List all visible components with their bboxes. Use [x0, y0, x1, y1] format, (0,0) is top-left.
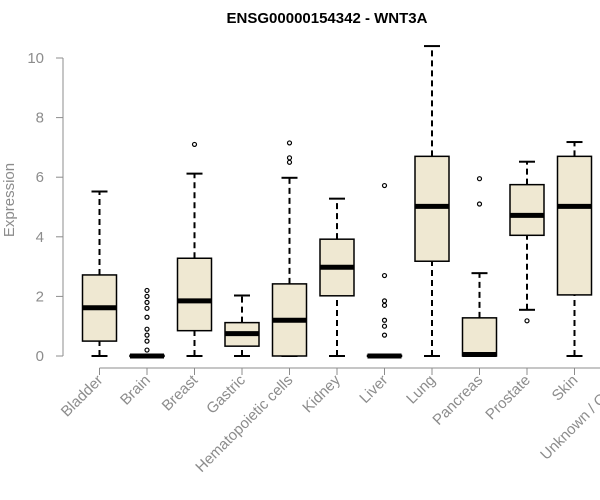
box-iqr: [509, 183, 545, 237]
x-tick-label: Skin: [549, 372, 582, 405]
outlier-point: [381, 298, 388, 304]
outlier-point: [381, 332, 388, 338]
box-iqr: [556, 155, 593, 296]
outlier-point: [144, 314, 150, 320]
outlier-point: [381, 302, 388, 308]
outlier-point: [144, 347, 150, 353]
box-breast: [176, 141, 213, 357]
box-brain: [129, 287, 165, 359]
y-axis-title: Expression: [1, 163, 18, 237]
box-kidney: [319, 197, 355, 357]
y-axis: 0 2 4 6 8 10: [27, 50, 64, 365]
outlier-point: [286, 155, 293, 161]
box-pancreas: [461, 176, 498, 358]
box-skin: [556, 141, 593, 357]
box-liver: [366, 182, 403, 359]
outlier-point: [286, 159, 293, 165]
box-prostate: [509, 160, 545, 324]
outlier-point: [381, 272, 388, 279]
box-bladder: [81, 190, 118, 357]
box-iqr: [461, 317, 498, 357]
outlier-point: [476, 201, 483, 207]
x-tick-label: Prostate: [482, 372, 534, 424]
x-tick-label: Kidney: [299, 371, 344, 416]
x-tick-label: Pancreas: [429, 372, 486, 429]
box-lung: [414, 45, 450, 357]
outlier-point: [144, 338, 150, 344]
x-tick-label: Lung: [403, 372, 439, 408]
outlier-point: [381, 182, 388, 189]
outlier-point: [381, 323, 388, 329]
outlier-point: [144, 287, 150, 294]
y-tick-label: 8: [36, 110, 44, 127]
plot-area: [81, 45, 593, 359]
outlier-point: [144, 293, 150, 299]
box-iqr: [176, 257, 213, 332]
y-tick-label: 6: [36, 169, 44, 186]
x-tick-label: Breast: [159, 371, 202, 414]
outlier-point: [524, 318, 530, 324]
outlier-point: [144, 326, 150, 332]
y-tick-label: 4: [36, 229, 44, 246]
y-tick-label: 10: [27, 50, 44, 67]
box-gastric: [224, 294, 260, 357]
box-hematopoietic-cells: [271, 140, 308, 357]
x-tick-label: Brain: [117, 372, 154, 409]
outlier-point: [286, 140, 293, 146]
outlier-point: [476, 176, 483, 182]
y-tick-label: 2: [36, 288, 44, 305]
outlier-point: [191, 141, 198, 148]
outlier-point: [144, 305, 150, 311]
chart-title: ENSG00000154342 - WNT3A: [227, 10, 428, 27]
x-tick-label: Gastric: [203, 371, 249, 417]
outlier-point: [381, 317, 388, 323]
y-tick-label: 0: [36, 348, 44, 365]
outlier-point: [144, 332, 150, 338]
x-tick-label: Bladder: [58, 372, 107, 421]
outlier-point: [144, 299, 150, 305]
x-tick-label: Liver: [356, 372, 391, 407]
